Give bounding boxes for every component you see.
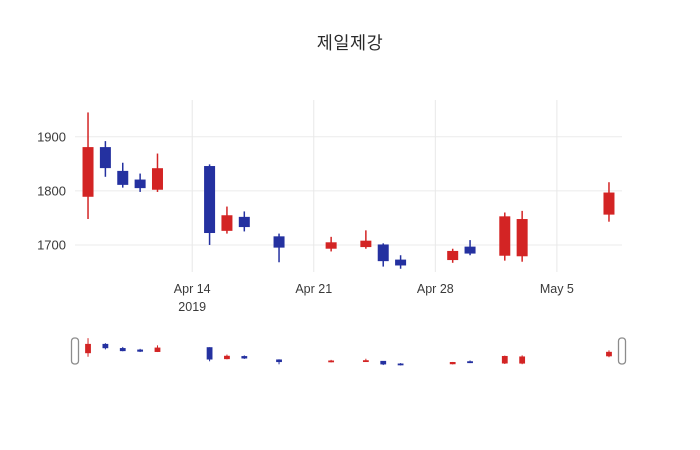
rangeslider-candle xyxy=(241,355,248,359)
rangeslider-candle xyxy=(119,346,126,352)
rangeslider-handle-left[interactable] xyxy=(70,337,80,365)
x-tick-label: Apr 28 xyxy=(417,282,454,296)
y-tick-label: 1900 xyxy=(37,129,66,144)
rangeslider-candle xyxy=(85,338,91,357)
x-tick-sublabel: 2019 xyxy=(178,300,206,314)
candle[interactable] xyxy=(117,162,129,188)
candle[interactable] xyxy=(151,153,163,192)
rangeslider-candle xyxy=(449,361,456,365)
rangeslider-candle xyxy=(206,347,213,362)
candle[interactable] xyxy=(499,212,511,261)
rangeslider-candle xyxy=(467,360,473,364)
candle[interactable] xyxy=(516,210,528,262)
candle[interactable] xyxy=(603,182,615,222)
rangeslider-candle xyxy=(224,354,230,360)
candle[interactable] xyxy=(238,211,250,232)
rangeslider-candle xyxy=(154,345,161,353)
chart-title: 제일제강 xyxy=(316,33,384,53)
candle[interactable] xyxy=(464,240,476,256)
candle[interactable] xyxy=(82,112,94,219)
y-tick-label: 1800 xyxy=(37,183,66,198)
candle[interactable] xyxy=(377,243,389,267)
rangeslider-candle xyxy=(397,363,404,366)
candles-layer xyxy=(82,112,615,269)
candle[interactable] xyxy=(273,233,285,263)
gridlines xyxy=(75,100,622,272)
rangeslider-handle-right[interactable] xyxy=(617,337,627,365)
rangeslider-candle xyxy=(137,348,144,353)
rangeslider-candle xyxy=(276,359,282,365)
x-axis-labels: Apr 14 2019 Apr 21 Apr 28 May 5 xyxy=(174,282,574,314)
candle[interactable] xyxy=(360,230,372,249)
candle[interactable] xyxy=(325,236,337,252)
y-tick-label: 1700 xyxy=(37,237,66,252)
candle[interactable] xyxy=(204,164,216,245)
rangeslider-candle xyxy=(380,360,387,366)
candle[interactable] xyxy=(99,141,111,177)
rangeslider-candle xyxy=(362,358,369,363)
rangeslider-candle xyxy=(519,355,526,365)
candle[interactable] xyxy=(221,206,233,234)
rangeslider-candle xyxy=(606,350,612,358)
y-axis-labels: 1700 1800 1900 xyxy=(37,129,66,252)
candle[interactable] xyxy=(447,248,459,263)
candle[interactable] xyxy=(395,255,407,269)
x-tick-label: Apr 14 xyxy=(174,282,211,296)
rangeslider[interactable] xyxy=(70,337,627,366)
rangeslider-candle xyxy=(102,343,109,350)
candle[interactable] xyxy=(134,173,146,192)
rangeslider-candle xyxy=(328,359,335,363)
rangeslider-candle xyxy=(501,355,508,365)
x-tick-label: Apr 21 xyxy=(295,282,332,296)
x-tick-label: May 5 xyxy=(540,282,574,296)
